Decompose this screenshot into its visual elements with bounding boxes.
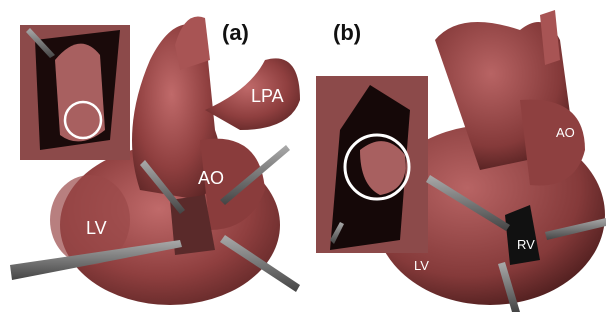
annotation: LV — [86, 218, 107, 238]
inset-a — [20, 25, 130, 160]
annotation: LPA — [251, 86, 284, 106]
panel-label: (b) — [333, 20, 361, 45]
annotation: LV — [414, 258, 429, 273]
annotation: AO — [198, 168, 224, 188]
figure: (a) (b) LPA AO LV AO LV RV — [0, 0, 606, 312]
panel-label: (a) — [222, 20, 249, 45]
page: (a) (b) LPA AO LV AO LV RV (() => { cons… — [0, 0, 606, 312]
annotation: AO — [556, 125, 575, 140]
inset-b — [316, 76, 428, 253]
annotation: RV — [517, 237, 535, 252]
